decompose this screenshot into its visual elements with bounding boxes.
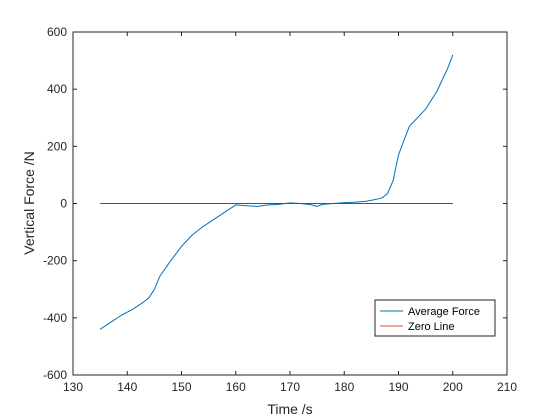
legend: Average Force Zero Line	[374, 299, 496, 337]
x-tick-label: 210	[497, 380, 517, 394]
y-tick-label: -600	[43, 368, 67, 382]
series-lines	[99, 54, 454, 330]
y-tick-label: -200	[43, 254, 67, 268]
legend-entry: Zero Line	[408, 321, 454, 333]
x-tick-label: 190	[388, 380, 408, 394]
y-tick-label: -400	[43, 311, 67, 325]
y-tick-label: 600	[47, 25, 67, 39]
x-tick-label: 150	[171, 380, 191, 394]
legend-entry: Average Force	[408, 306, 480, 318]
x-tick-label: 200	[443, 380, 463, 394]
x-tick-label: 140	[117, 380, 137, 394]
y-tick-label: 0	[60, 197, 67, 211]
y-tick-label: 400	[47, 82, 67, 96]
x-axis-label: Time /s	[267, 401, 312, 417]
x-tick-label: 180	[334, 380, 354, 394]
axis-ticks: 130 140 150 160 170 180 190 200 210 600 400 200 0 -20…	[43, 25, 517, 394]
y-axis-label: Vertical Force /N	[21, 151, 37, 254]
x-tick-label: 130	[63, 380, 83, 394]
x-tick-label: 170	[280, 380, 300, 394]
legend-box	[374, 299, 496, 337]
x-tick-label: 160	[226, 380, 246, 394]
y-tick-label: 200	[47, 139, 67, 153]
series-line-average-force	[99, 54, 454, 330]
